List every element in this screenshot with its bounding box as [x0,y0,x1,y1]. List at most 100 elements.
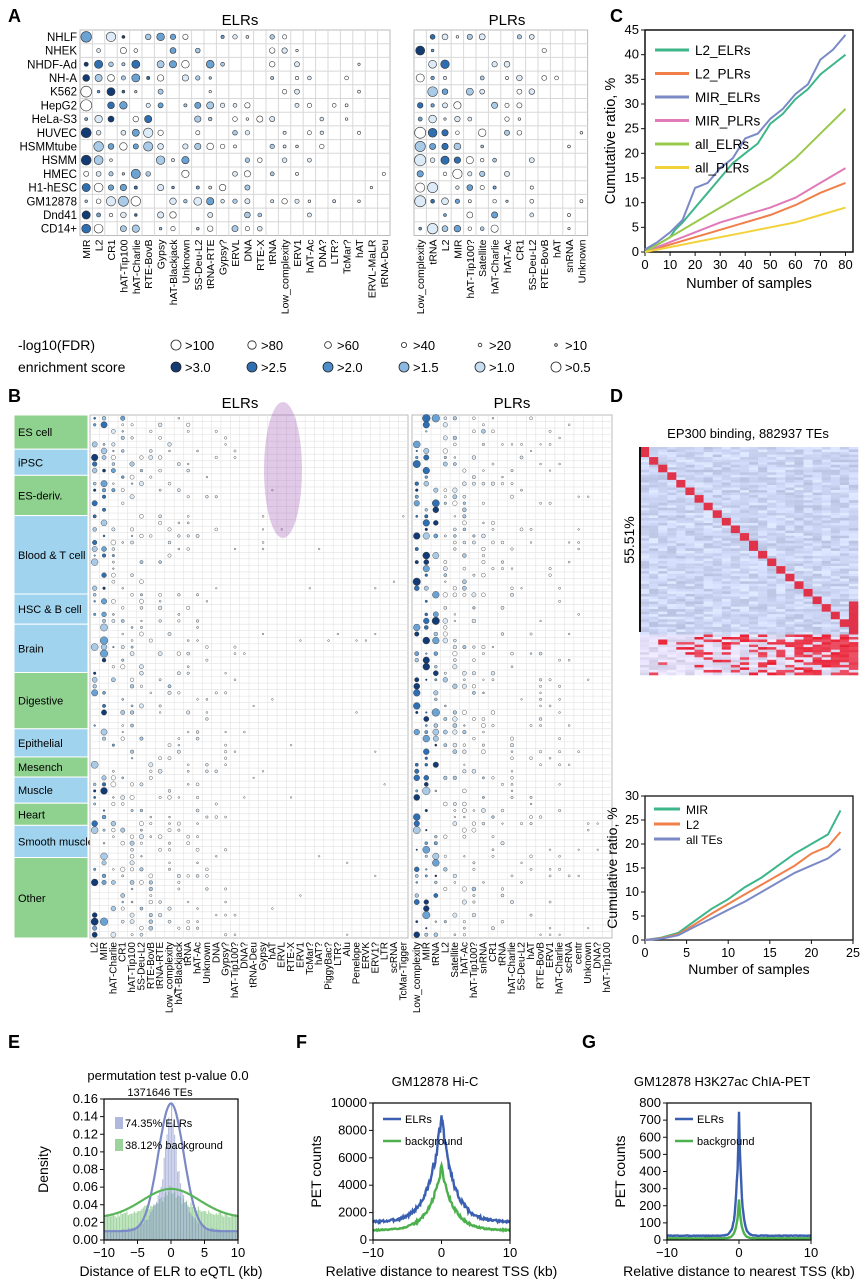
heatmap-cell [676,485,686,488]
heatmap-cell [676,472,686,476]
enrich-legend-value: >2.5 [261,360,287,375]
panel-a-row-label: NHEK [45,46,77,58]
heatmap-cell [730,540,741,544]
panel-b-elr-dot [139,736,144,741]
enrich-legend-dot [170,361,182,373]
heatmap-cell [749,507,759,511]
heatmap-cell [739,517,750,521]
heatmap-cell [640,659,650,663]
heatmap-cell [712,482,723,486]
heatmap-cell [703,530,713,534]
heatmap-cell [839,512,850,516]
y-tick-label: 0 [654,1232,661,1247]
heatmap-cell [694,457,704,460]
heatmap-cell [812,662,822,666]
heatmap-cell [667,479,677,483]
panel-b-plr-dot [425,927,428,930]
panel-b-plr-dot [422,532,430,540]
x-tick-label: 40 [738,257,752,272]
heatmap-cell [848,490,859,493]
heatmap-cell [658,621,668,625]
heatmap-cell [640,520,650,524]
panel-b-elr-dot [100,623,108,632]
panel-b-plr-dot [434,678,438,682]
series-line-background [667,1199,812,1240]
heatmap-cell [640,505,650,509]
panel-b-plr-dot [548,443,552,446]
heatmap-cell [649,479,659,483]
panel-b-elr-dot [149,449,153,453]
panel-b-elr-dot [101,546,107,552]
heatmap-cell [676,555,686,559]
panel-b-plr-dot [510,469,514,472]
heatmap-cell [785,644,795,648]
heatmap-cell [839,642,850,645]
panel-b-elr-col-label: LTR? [333,942,344,966]
panel-b-elr-dot [158,619,162,623]
heatmap-cell [649,528,659,531]
panel-b-elr-dot [290,744,293,747]
histogram-bar-74.35% ELRs [174,1134,176,1240]
heatmap-cell [839,669,850,673]
heatmap-cell [758,637,768,640]
panel-b-plr-dot [463,678,466,681]
panel-b-elr-dot [196,795,200,799]
heatmap-cell [712,634,723,638]
heatmap-cell [649,568,659,572]
panel-b-plr-dot [434,835,438,839]
heatmap-cell [712,469,723,473]
panel-a-elr-dot [269,61,276,68]
panel-b-plr-dot [539,684,542,688]
heatmap-cell [712,568,723,572]
panel-b-plr-dot [462,520,467,526]
heatmap-cell [758,502,768,506]
panel-b-plr-dot [415,455,419,460]
panel-b-plr-dot [422,551,431,560]
heatmap-cell [703,477,713,481]
panel-b-plr-dot [462,585,467,591]
heatmap-cell [730,454,741,458]
panel-b-elr-dot [111,462,116,466]
heatmap-cell [640,540,650,544]
heatmap-cell [830,642,841,645]
panel-a-elrs-title: ELRs [222,12,259,29]
y-tick-label: 0.14 [73,1109,98,1124]
histogram-bar-74.35% ELRs [129,1228,131,1240]
heatmap-cell [703,505,713,509]
heatmap-cell [721,626,732,630]
histogram-bar-74.35% ELRs [138,1225,140,1240]
heatmap-cell [712,517,723,521]
panel-a-elr-dot [170,226,176,232]
heatmap-cell [703,558,713,562]
panel-a-plr-dot [443,117,447,121]
heatmap-cell [703,604,713,607]
panel-b-elr-dot [177,593,181,597]
heatmap-cell [667,467,677,471]
heatmap-cell [739,667,750,671]
heatmap-cell [667,533,677,536]
heatmap-cell [785,510,795,514]
panel-a-plr-dot [441,129,449,137]
heatmap-cell [848,599,859,602]
heatmap-cell [767,596,777,600]
heatmap-cell [749,566,759,569]
heatmap-cell [821,657,832,661]
heatmap-cell [839,593,850,597]
panel-b-elr-dot [93,671,97,675]
panel-a-elr-dot [244,102,251,109]
heatmap-cell [749,502,759,506]
heatmap-cell [649,561,659,564]
panel-b-plr-dot [424,730,429,734]
heatmap-cell [749,601,759,605]
heatmap-cell [839,649,850,653]
panel-b-plr-dot [462,540,467,545]
panel-b-elr-dot [121,449,125,453]
heatmap-cell [685,454,695,458]
panel-b-plr-dot [442,435,448,441]
panel-b-plr-dot [491,429,495,434]
panel-b-plr-dot [520,698,523,701]
heatmap-cell [794,500,804,503]
heatmap-cell [821,548,832,552]
panel-a-elr-dot [357,89,361,94]
heatmap-cell [658,571,668,574]
